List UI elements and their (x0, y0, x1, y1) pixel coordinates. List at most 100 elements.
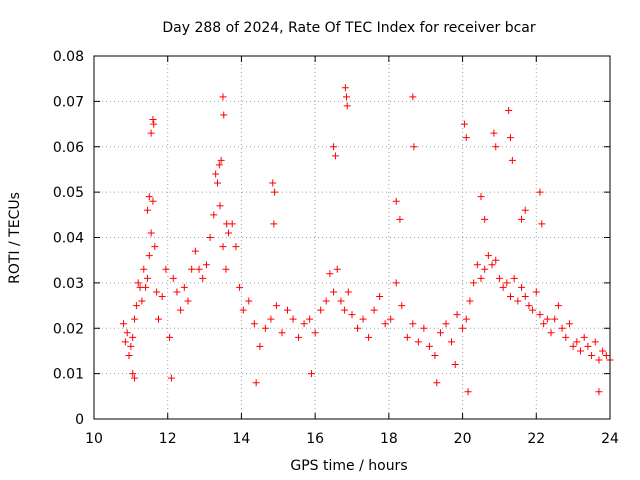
data-point (300, 320, 308, 328)
data-point (431, 351, 439, 359)
data-point (453, 311, 461, 319)
data-point (166, 333, 174, 341)
data-point (365, 333, 373, 341)
data-point (396, 215, 404, 223)
y-tick-label: 0.01 (53, 367, 84, 383)
data-point (149, 197, 157, 205)
data-point (341, 84, 349, 92)
data-point (125, 351, 133, 359)
data-point (177, 306, 185, 314)
data-point (481, 265, 489, 273)
data-point (459, 324, 467, 332)
data-point (330, 288, 338, 296)
data-point (295, 333, 303, 341)
data-point (462, 134, 470, 142)
data-point (322, 297, 330, 305)
data-point (344, 288, 352, 296)
data-point (577, 347, 585, 355)
data-point (333, 265, 341, 273)
data-point (216, 202, 224, 210)
data-point (119, 320, 127, 328)
data-point (420, 324, 428, 332)
data-point (490, 129, 498, 137)
data-point (131, 374, 139, 382)
data-point (123, 329, 131, 337)
data-point (392, 279, 400, 287)
data-point (256, 342, 264, 350)
data-point (436, 329, 444, 337)
data-point (331, 152, 339, 160)
data-point (212, 170, 220, 178)
x-tick-label: 10 (85, 431, 103, 447)
data-point (354, 324, 362, 332)
data-point (521, 206, 529, 214)
data-point (147, 129, 155, 137)
data-point (343, 102, 351, 110)
data-point (342, 93, 350, 101)
data-point (387, 315, 395, 323)
x-tick-label: 24 (601, 431, 619, 447)
data-point (536, 311, 544, 319)
data-point (414, 338, 422, 346)
data-point (599, 347, 607, 355)
data-point (180, 283, 188, 291)
grid (94, 56, 610, 419)
data-point (558, 324, 566, 332)
data-point (503, 279, 511, 287)
data-point (317, 306, 325, 314)
data-point (337, 297, 345, 305)
data-point (261, 324, 269, 332)
data-point (140, 265, 148, 273)
data-point (219, 93, 227, 101)
x-tick-label: 22 (527, 431, 545, 447)
chart-title: Day 288 of 2024, Rate Of TEC Index for r… (162, 20, 536, 36)
data-point (289, 315, 297, 323)
y-tick-label: 0.02 (53, 321, 84, 337)
data-point (521, 292, 529, 300)
data-point (580, 333, 588, 341)
data-point (127, 342, 135, 350)
data-point (278, 329, 286, 337)
data-point (147, 229, 155, 237)
data-point (284, 306, 291, 314)
data-point (206, 234, 214, 241)
data-point (525, 302, 533, 310)
data-point (410, 143, 418, 151)
data-point (217, 156, 225, 164)
data-point (348, 311, 356, 319)
data-point (213, 179, 221, 187)
data-point (466, 297, 474, 305)
data-point (222, 265, 230, 273)
data-point (506, 134, 514, 142)
data-point (131, 315, 139, 323)
data-point (143, 206, 151, 214)
data-point (239, 306, 247, 314)
y-tick-label: 0.07 (53, 94, 84, 110)
data-point (220, 111, 228, 119)
data-point (547, 329, 555, 337)
data-point (132, 302, 140, 310)
data-point (398, 302, 406, 310)
data-point (245, 297, 253, 305)
data-point (499, 283, 507, 291)
y-axis-label: ROTI / TECUs (7, 192, 23, 284)
data-point (451, 361, 459, 369)
data-point (134, 279, 142, 287)
data-point (508, 156, 516, 164)
data-point (202, 261, 210, 269)
data-point (462, 315, 470, 323)
data-point (536, 188, 544, 196)
data-point (409, 93, 417, 101)
data-point (269, 179, 277, 187)
data-point (341, 306, 349, 314)
data-point (270, 220, 278, 228)
data-point (370, 306, 378, 314)
data-point (529, 306, 537, 314)
data-point (267, 315, 275, 323)
data-point (470, 279, 478, 287)
data-point (155, 315, 162, 323)
data-point (569, 342, 577, 350)
data-point (551, 315, 559, 323)
data-point (481, 215, 489, 223)
